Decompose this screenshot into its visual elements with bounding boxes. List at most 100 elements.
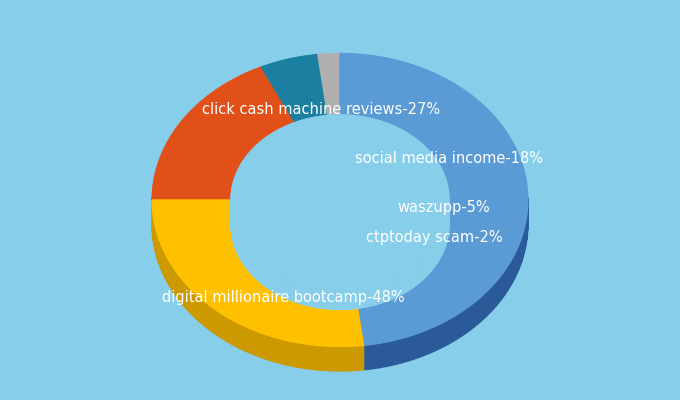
- Polygon shape: [290, 341, 293, 366]
- Text: ctptoday scam-2%: ctptoday scam-2%: [366, 230, 503, 245]
- Polygon shape: [426, 250, 428, 276]
- Polygon shape: [190, 289, 192, 315]
- Polygon shape: [338, 346, 341, 371]
- Polygon shape: [263, 260, 265, 286]
- Polygon shape: [257, 255, 258, 281]
- Polygon shape: [428, 327, 434, 354]
- Polygon shape: [152, 200, 364, 346]
- Polygon shape: [237, 229, 239, 255]
- Polygon shape: [266, 335, 269, 360]
- Polygon shape: [352, 284, 354, 309]
- Polygon shape: [358, 284, 360, 308]
- Polygon shape: [287, 274, 289, 300]
- Polygon shape: [319, 283, 321, 308]
- Polygon shape: [351, 346, 354, 371]
- Polygon shape: [263, 334, 266, 359]
- Polygon shape: [411, 263, 413, 289]
- Polygon shape: [396, 272, 398, 297]
- Polygon shape: [518, 242, 520, 270]
- Polygon shape: [248, 245, 249, 271]
- Polygon shape: [411, 263, 413, 289]
- Polygon shape: [299, 279, 301, 304]
- Polygon shape: [288, 275, 290, 300]
- Polygon shape: [162, 247, 163, 274]
- Polygon shape: [262, 259, 263, 285]
- Polygon shape: [247, 244, 248, 270]
- Polygon shape: [296, 342, 300, 368]
- Polygon shape: [353, 284, 356, 309]
- Polygon shape: [367, 282, 369, 307]
- Polygon shape: [159, 240, 160, 266]
- Polygon shape: [283, 272, 285, 298]
- Polygon shape: [322, 346, 325, 370]
- Polygon shape: [360, 283, 362, 308]
- Polygon shape: [304, 280, 306, 305]
- Polygon shape: [178, 274, 180, 301]
- Polygon shape: [246, 243, 248, 269]
- Polygon shape: [422, 254, 424, 280]
- Polygon shape: [324, 284, 326, 309]
- Polygon shape: [310, 282, 312, 306]
- Polygon shape: [239, 233, 240, 258]
- Polygon shape: [439, 234, 440, 260]
- Polygon shape: [524, 224, 525, 253]
- Polygon shape: [215, 309, 217, 335]
- Polygon shape: [446, 216, 447, 244]
- Polygon shape: [297, 278, 299, 303]
- Polygon shape: [478, 296, 482, 324]
- Polygon shape: [315, 283, 316, 307]
- Polygon shape: [256, 254, 257, 280]
- Polygon shape: [152, 68, 294, 200]
- Polygon shape: [360, 283, 364, 308]
- Polygon shape: [169, 261, 171, 288]
- Polygon shape: [197, 295, 199, 321]
- Polygon shape: [297, 278, 299, 303]
- Polygon shape: [440, 232, 441, 258]
- Polygon shape: [299, 279, 301, 304]
- Polygon shape: [369, 344, 375, 369]
- Polygon shape: [357, 346, 360, 370]
- Polygon shape: [240, 234, 241, 260]
- Polygon shape: [515, 250, 517, 279]
- Polygon shape: [278, 338, 281, 364]
- Polygon shape: [370, 281, 373, 306]
- Polygon shape: [346, 285, 348, 309]
- Polygon shape: [510, 258, 512, 287]
- Polygon shape: [171, 263, 172, 290]
- Polygon shape: [231, 115, 449, 285]
- Polygon shape: [303, 280, 306, 305]
- Polygon shape: [425, 252, 426, 277]
- Polygon shape: [281, 271, 282, 296]
- Polygon shape: [362, 283, 364, 308]
- Polygon shape: [329, 284, 331, 309]
- Polygon shape: [237, 323, 240, 348]
- Polygon shape: [418, 331, 424, 358]
- Polygon shape: [250, 248, 251, 274]
- Polygon shape: [496, 278, 499, 306]
- Polygon shape: [430, 246, 432, 272]
- Polygon shape: [342, 285, 344, 309]
- Polygon shape: [339, 285, 342, 309]
- Polygon shape: [397, 271, 400, 297]
- Polygon shape: [272, 336, 275, 362]
- Polygon shape: [347, 346, 351, 371]
- Polygon shape: [318, 283, 320, 308]
- Polygon shape: [407, 266, 409, 291]
- Text: social media income-18%: social media income-18%: [355, 151, 543, 166]
- Polygon shape: [249, 328, 252, 354]
- Polygon shape: [354, 284, 357, 309]
- Polygon shape: [392, 274, 394, 299]
- Polygon shape: [344, 346, 347, 371]
- Polygon shape: [324, 284, 326, 309]
- Polygon shape: [248, 246, 249, 271]
- Polygon shape: [364, 345, 369, 370]
- Polygon shape: [424, 252, 426, 278]
- Polygon shape: [212, 307, 215, 334]
- Polygon shape: [364, 282, 367, 307]
- Polygon shape: [439, 322, 443, 349]
- Polygon shape: [418, 258, 420, 284]
- Polygon shape: [183, 281, 185, 307]
- Polygon shape: [376, 279, 379, 304]
- Polygon shape: [474, 299, 478, 327]
- Polygon shape: [293, 342, 296, 367]
